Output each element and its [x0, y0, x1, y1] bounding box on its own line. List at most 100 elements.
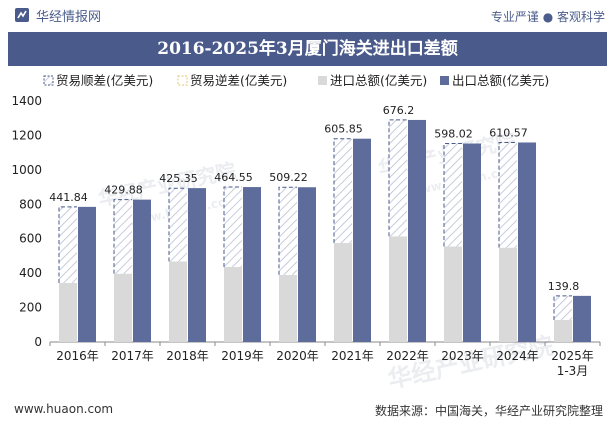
bar-import [334, 243, 352, 342]
data-label: 605.85 [324, 123, 363, 136]
chart: 贸易顺差(亿美元) 贸易逆差(亿美元) 进口总额(亿美元) 出口总额(亿美元) 华经产… [11, 73, 601, 393]
bar-surplus-outline [498, 142, 517, 248]
legend: 贸易顺差(亿美元) 贸易逆差(亿美元) 进口总额(亿美元) 出口总额(亿美元) [43, 73, 549, 88]
x-tick-line: 2019年 [221, 349, 264, 363]
footer: www.huaon.com 数据来源：中国海关，华经产业研究院整理 [0, 393, 615, 427]
data-label: 139.8 [548, 280, 580, 293]
bar-import [169, 261, 187, 342]
bar-surplus-outline [168, 187, 187, 262]
brand[interactable]: 华经情报网 [14, 6, 102, 25]
legend-item-1: 贸易顺差(亿美元) [43, 73, 153, 88]
bar-group: 139.8 [548, 280, 591, 342]
bar-export [353, 138, 371, 342]
watermark-layer: 华经产业研究院www.huaon.com华经产业研究院www.huaon.com… [96, 128, 556, 393]
legend-label: 贸易逆差(亿美元) [190, 73, 287, 88]
x-tick-label: 2018年 [166, 349, 209, 363]
title-bar: 2016-2025年3月厦门海关进出口差额 [8, 32, 607, 66]
bar-import [554, 319, 572, 342]
x-tick-line: 2017年 [111, 349, 154, 363]
bar-group: 605.85 [324, 123, 371, 342]
data-label: 509.22 [269, 171, 308, 184]
bar-group: 441.84 [49, 191, 96, 342]
data-label: 425.35 [159, 172, 198, 185]
bar-import [279, 274, 297, 342]
legend-item-3: 进口总额(亿美元) [318, 73, 427, 88]
legend-item-4: 出口总额(亿美元) [440, 73, 549, 88]
legend-swatch-surplus [43, 75, 54, 86]
y-tick-label: 1200 [11, 128, 42, 142]
bar-surplus-outline [278, 186, 297, 275]
bar-import [114, 273, 132, 342]
bar-export [463, 143, 481, 342]
legend-swatch-import [318, 76, 327, 85]
bar-surplus-outline [333, 138, 352, 244]
bar-export [408, 119, 426, 342]
bar-group: 509.22 [269, 171, 316, 342]
brand-logo-icon [15, 8, 29, 22]
bar-surplus [554, 295, 572, 320]
bar-export [133, 199, 151, 342]
bar-surplus-outline [113, 199, 132, 274]
bar-surplus [499, 142, 517, 248]
x-tick-label: 2019年 [221, 349, 264, 363]
chart-title: 2016-2025年3月厦门海关进出口差额 [157, 39, 458, 59]
bar-export [78, 206, 96, 342]
y-tick-label: 800 [19, 197, 42, 211]
plot-area: 441.84 429.88 425.35 464.55 509.22 605.85 676.… [49, 104, 591, 342]
data-label: 610.57 [489, 127, 528, 140]
bar-surplus [389, 119, 407, 237]
legend-label: 出口总额(亿美元) [452, 73, 549, 88]
bar-export [298, 187, 316, 342]
footer-source: 数据来源：中国海关，华经产业研究院整理 [374, 404, 603, 418]
y-tick-label: 1000 [11, 163, 42, 177]
bar-group: 425.35 [159, 172, 206, 342]
x-tick-line: 2024年 [496, 349, 539, 363]
bar-export [243, 187, 261, 342]
footer-website[interactable]: www.huaon.com [14, 402, 114, 416]
y-tick-label: 1400 [11, 94, 42, 108]
bar-group: 429.88 [104, 184, 151, 342]
x-tick-label: 2016年 [56, 349, 99, 363]
x-tick-line: 2022年 [386, 349, 429, 363]
bar-export [573, 295, 591, 342]
x-tick-line: 2018年 [166, 349, 209, 363]
x-tick-label: 2022年 [386, 349, 429, 363]
x-tick-line: 1-3月 [557, 364, 589, 378]
legend-label: 进口总额(亿美元) [330, 73, 427, 88]
bar-import [224, 266, 242, 342]
legend-item-2: 贸易逆差(亿美元) [177, 73, 287, 88]
top-header: 华经情报网 专业严谨 ● 客观科学 [0, 0, 615, 30]
x-tick-label: 2021年 [331, 349, 374, 363]
bar-surplus [334, 138, 352, 244]
bar-surplus-outline [58, 206, 77, 283]
data-label: 429.88 [104, 184, 143, 197]
y-tick-label: 0 [34, 335, 42, 349]
bar-export [188, 188, 206, 342]
x-tick-line: 2025年 [551, 349, 594, 363]
legend-swatch-export [440, 76, 449, 85]
bar-import [499, 247, 517, 342]
x-tick-label: 2024年 [496, 349, 539, 363]
bar-surplus [279, 187, 297, 275]
bar-surplus [114, 199, 132, 274]
brand-name: 华经情报网 [36, 9, 102, 25]
bar-surplus-outline [553, 295, 572, 320]
legend-swatch-deficit [177, 75, 188, 86]
bar-import [389, 236, 407, 342]
bar-surplus [169, 188, 187, 262]
data-label: 676.2 [383, 104, 415, 117]
y-tick-label: 600 [19, 232, 42, 246]
bar-group: 464.55 [214, 171, 261, 342]
bar-surplus [224, 186, 242, 267]
bar-group: 598.02 [434, 128, 481, 342]
bar-export [518, 142, 536, 342]
data-label: 464.55 [214, 171, 253, 184]
data-label: 441.84 [49, 191, 88, 204]
legend-label: 贸易顺差(亿美元) [56, 73, 153, 88]
x-tick-label: 2020年 [276, 349, 319, 363]
data-label: 598.02 [434, 128, 473, 141]
x-tick-line: 2020年 [276, 349, 319, 363]
bar-import [59, 282, 77, 342]
bar-surplus [59, 206, 77, 283]
x-tick-line: 2016年 [56, 349, 99, 363]
